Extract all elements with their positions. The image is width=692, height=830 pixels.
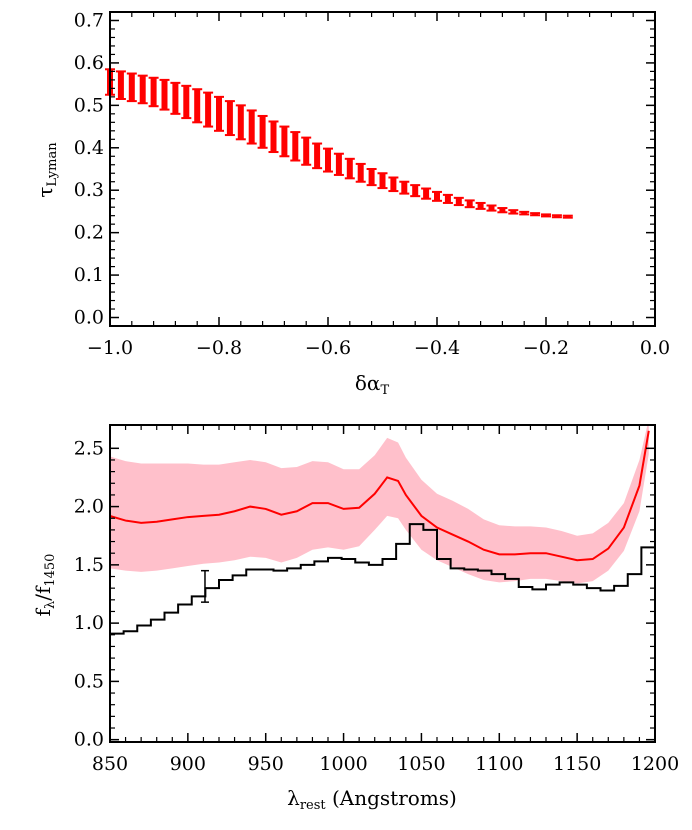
top-y-axis-label: τLyman (33, 142, 60, 198)
error-bar (248, 110, 255, 144)
bottom-plot-frame (109, 424, 656, 743)
error-bar (335, 153, 342, 175)
y-tick-label: 0.5 (74, 94, 104, 116)
y-tick-label: 1.5 (74, 554, 104, 576)
error-bar (172, 82, 179, 114)
error-bar (128, 73, 135, 102)
x-tick-label: −1.0 (87, 337, 133, 359)
error-bar (368, 169, 375, 186)
y-tick-label: 1.0 (74, 612, 104, 634)
error-bar (401, 181, 408, 194)
error-bar (150, 77, 157, 107)
x-tick-label: 1000 (319, 753, 367, 775)
uncertainty-band (110, 425, 649, 584)
y-tick-label: 0.7 (74, 9, 104, 31)
error-bar (444, 194, 451, 203)
error-bar (521, 211, 528, 215)
error-bar (216, 96, 222, 131)
error-bar (466, 200, 473, 208)
top-x-axis-label: δαT (355, 371, 390, 398)
error-bar (314, 143, 321, 169)
error-bar (488, 205, 495, 211)
x-tick-label: −0.4 (414, 337, 460, 359)
x-tick-label: 1150 (553, 753, 601, 775)
error-bar (259, 115, 266, 148)
y-tick-label: 0.3 (74, 179, 104, 201)
top-plot-area (105, 68, 573, 219)
x-tick-label: 900 (170, 753, 206, 775)
y-tick-label: 0.2 (74, 222, 104, 244)
error-bar (325, 148, 331, 172)
error-bar (379, 173, 386, 189)
top-plot-frame (109, 11, 656, 327)
bottom-y-axis-label: fλ/f1450 (31, 554, 58, 617)
error-bar (357, 163, 364, 182)
y-tick-label: 0.4 (74, 137, 104, 159)
bottom-panel: 850 900 950 1000 1050 1100 1150 1200 0.0 0.5 1.0 1.… (31, 424, 679, 813)
y-tick-label: 0.1 (74, 264, 104, 286)
x-tick-label: 1200 (631, 753, 679, 775)
error-bar (390, 177, 397, 192)
error-bar (139, 75, 146, 104)
error-bar (477, 202, 484, 209)
error-bar (532, 213, 539, 216)
bottom-plot-area (110, 425, 655, 635)
model-line (110, 430, 650, 562)
error-bar (303, 137, 310, 165)
bottom-x-axis-label: λrest (Angstroms) (287, 786, 457, 813)
error-bar (346, 158, 353, 179)
x-tick-label: 1050 (397, 753, 445, 775)
x-tick-label: 950 (248, 753, 284, 775)
y-tick-label: 0.5 (74, 670, 104, 692)
error-bar (281, 126, 288, 157)
top-axis-ticks: −1.0 −0.8 −0.6 −0.4 −0.2 0.0 0.0 0.1 0.2 0.3 0.4 0.… (74, 9, 670, 359)
error-bar (510, 210, 517, 214)
x-tick-label: −0.8 (196, 337, 242, 359)
y-tick-label: 0.6 (74, 52, 104, 74)
x-tick-label: −0.2 (523, 337, 569, 359)
y-tick-label: 0.0 (74, 307, 104, 329)
error-bar (226, 101, 233, 136)
top-panel: −1.0 −0.8 −0.6 −0.4 −0.2 0.0 0.0 0.1 0.2 0.3 0.4 0.… (33, 9, 670, 398)
error-bar (117, 71, 124, 99)
x-tick-label: 850 (92, 753, 128, 775)
y-tick-label: 2.5 (74, 437, 104, 459)
error-bar (183, 85, 190, 119)
error-bar (412, 185, 419, 197)
y-tick-label: 0.0 (74, 729, 104, 751)
error-bar (205, 92, 212, 127)
error-bar (292, 132, 299, 161)
x-tick-label: −0.6 (305, 337, 351, 359)
x-tick-label: 0.0 (640, 337, 670, 359)
x-tick-label: 1100 (475, 753, 523, 775)
error-bar (270, 121, 277, 153)
error-bar (499, 208, 506, 213)
error-bar (237, 105, 244, 140)
error-bar (455, 197, 462, 206)
error-bar (434, 191, 440, 201)
error-bar (423, 188, 430, 199)
error-bar (161, 79, 168, 110)
y-tick-label: 2.0 (74, 496, 104, 518)
error-bar (194, 89, 201, 123)
bottom-axis-ticks: 850 900 950 1000 1050 1100 1150 1200 0.0 0.5 1.0 1.… (74, 425, 679, 775)
